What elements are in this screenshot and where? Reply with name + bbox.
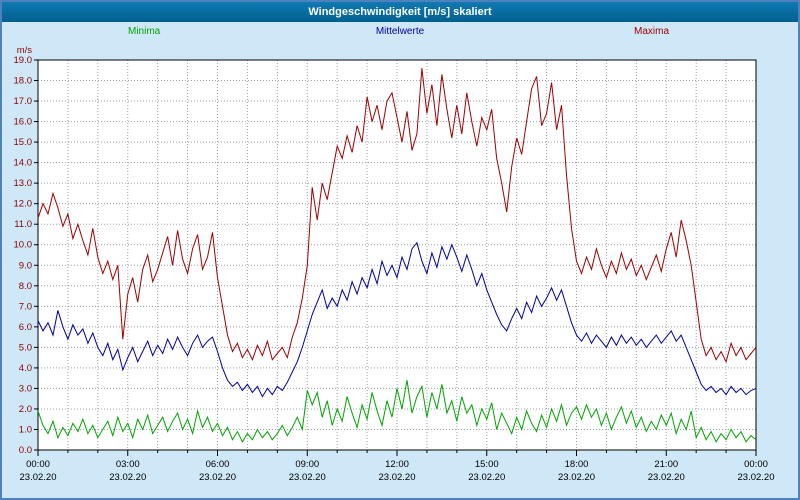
svg-text:17.0: 17.0: [14, 96, 33, 107]
svg-text:23.02.20: 23.02.20: [738, 472, 775, 483]
svg-text:4.0: 4.0: [19, 363, 32, 374]
legend-minima: Minima: [128, 26, 161, 37]
svg-text:12:00: 12:00: [385, 459, 409, 470]
svg-text:16.0: 16.0: [14, 117, 33, 128]
svg-text:00:00: 00:00: [26, 459, 50, 470]
svg-text:19.0: 19.0: [14, 55, 33, 66]
chart-legend: Minima Mittelwerte Maxima: [2, 24, 798, 40]
svg-text:11.0: 11.0: [14, 219, 32, 230]
title-bar: Windgeschwindigkeit [m/s] skaliert: [2, 2, 798, 22]
svg-text:2.0: 2.0: [19, 404, 32, 415]
svg-text:0.0: 0.0: [19, 445, 32, 456]
svg-text:14.0: 14.0: [14, 158, 33, 169]
svg-text:10.0: 10.0: [14, 240, 33, 251]
svg-text:5.0: 5.0: [19, 342, 32, 353]
chart-title: Windgeschwindigkeit [m/s] skaliert: [308, 6, 492, 18]
svg-text:23.02.20: 23.02.20: [109, 472, 146, 483]
svg-text:09:00: 09:00: [295, 459, 319, 470]
svg-text:9.0: 9.0: [19, 260, 32, 271]
svg-text:23.02.20: 23.02.20: [558, 472, 595, 483]
svg-text:18:00: 18:00: [565, 459, 589, 470]
svg-text:23.02.20: 23.02.20: [199, 472, 236, 483]
svg-text:13.0: 13.0: [14, 178, 33, 189]
svg-text:18.0: 18.0: [14, 76, 33, 87]
svg-text:15.0: 15.0: [14, 137, 33, 148]
svg-text:3.0: 3.0: [19, 383, 32, 394]
svg-text:23.02.20: 23.02.20: [20, 472, 57, 483]
svg-text:1.0: 1.0: [19, 424, 32, 435]
legend-maxima: Maxima: [634, 26, 670, 37]
svg-text:00:00: 00:00: [744, 459, 768, 470]
chart-canvas: 0.0 1.0 2.0 3.0 4.0 5.0 6.0 7.0 8.0 9.0 10.0 11.0 12…: [14, 45, 775, 483]
svg-text:15:00: 15:00: [475, 459, 499, 470]
svg-text:21:00: 21:00: [654, 459, 678, 470]
svg-text:m/s: m/s: [17, 45, 33, 56]
svg-text:6.0: 6.0: [19, 322, 32, 333]
legend-mittelwerte: Mittelwerte: [375, 26, 425, 37]
svg-text:03:00: 03:00: [116, 459, 140, 470]
svg-text:23.02.20: 23.02.20: [468, 472, 505, 483]
svg-text:06:00: 06:00: [206, 459, 230, 470]
svg-text:23.02.20: 23.02.20: [379, 472, 416, 483]
chart-area: 0.0 1.0 2.0 3.0 4.0 5.0 6.0 7.0 8.0 9.0 10.0 11.0 12…: [2, 40, 798, 498]
svg-text:8.0: 8.0: [19, 281, 32, 292]
svg-text:23.02.20: 23.02.20: [648, 472, 685, 483]
svg-text:7.0: 7.0: [19, 301, 32, 312]
svg-text:23.02.20: 23.02.20: [289, 472, 326, 483]
svg-text:12.0: 12.0: [14, 199, 33, 210]
